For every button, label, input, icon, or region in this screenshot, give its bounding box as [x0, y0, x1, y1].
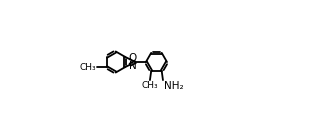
Text: NH₂: NH₂: [164, 81, 183, 91]
Text: CH₃: CH₃: [80, 63, 96, 72]
Text: O: O: [129, 53, 137, 63]
Text: CH₃: CH₃: [142, 81, 158, 90]
Text: N: N: [129, 62, 137, 72]
